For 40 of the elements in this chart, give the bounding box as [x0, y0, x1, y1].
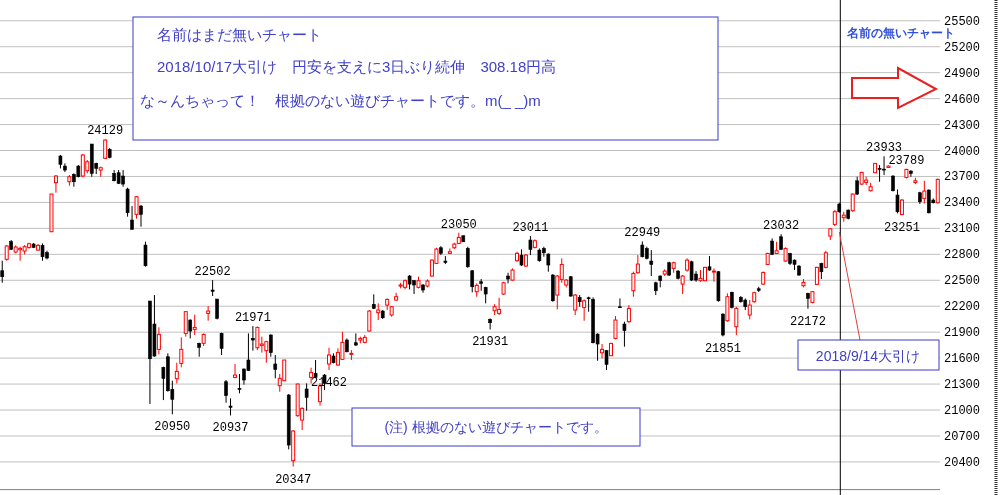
y-tick-label: 25500	[943, 14, 981, 29]
annotation: 24129	[87, 124, 124, 139]
annotation: 20347	[275, 472, 312, 487]
y-tick-label: 21300	[943, 378, 981, 393]
y-tick-label: 22200	[943, 300, 981, 315]
annotation: 22949	[624, 226, 661, 241]
y-tick-label: 21000	[943, 404, 981, 419]
annotation: (注) 根拠のない遊びチャートです。	[384, 419, 608, 435]
annotation: 23011	[512, 221, 549, 236]
y-tick-label: 23700	[943, 170, 981, 185]
annotation: 21851	[704, 342, 741, 357]
annotation: 21971	[234, 311, 271, 326]
annotation: 23933	[866, 141, 903, 156]
annotation: 20950	[154, 420, 191, 435]
y-tick-label: 24600	[943, 92, 981, 107]
annotation: 23050	[440, 217, 477, 232]
annotation: 23032	[763, 219, 800, 234]
annotation: 名前の無いチャート	[846, 26, 955, 40]
y-tick-label: 21900	[943, 326, 981, 341]
annotation: 22172	[789, 314, 826, 329]
y-tick-label: 25200	[943, 40, 981, 55]
y-tick-label: 21600	[943, 352, 981, 367]
annotation: 23251	[883, 221, 920, 236]
annotation: 22502	[194, 265, 231, 280]
annotation: 2018/9/14大引け	[815, 348, 921, 364]
annotation: 2018/10/17大引け 円安を支えに3日ぶり続伸 308.18円高	[157, 58, 557, 75]
text: 名前はまだ無いチャート	[157, 26, 322, 43]
annotation: 21931	[472, 335, 509, 350]
y-tick-label: 24000	[943, 144, 981, 159]
annotation: 23789	[888, 153, 925, 168]
annotation: 20937	[212, 421, 249, 436]
y-tick-label: 23400	[943, 196, 981, 211]
annotation: な～んちゃって！ 根拠のない遊びチャートです。m(_ _)m	[140, 92, 541, 109]
y-tick-label: 24900	[943, 66, 981, 81]
y-tick-label: 20700	[943, 429, 981, 444]
y-tick-label: 22800	[943, 248, 981, 263]
y-tick-label: 22500	[943, 274, 981, 289]
y-tick-label: 20400	[943, 455, 981, 470]
y-tick-label: 24300	[943, 118, 981, 133]
y-tick-label: 23100	[943, 222, 981, 237]
